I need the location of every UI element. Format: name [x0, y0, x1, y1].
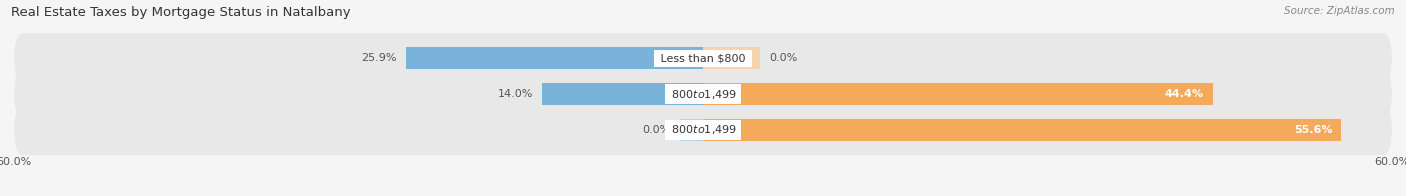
Text: 55.6%: 55.6%	[1294, 125, 1333, 135]
Text: 0.0%: 0.0%	[769, 54, 797, 64]
Text: $800 to $1,499: $800 to $1,499	[668, 88, 738, 101]
Bar	[405, 47, 703, 70]
FancyBboxPatch shape	[14, 33, 1392, 84]
Bar	[703, 119, 1341, 141]
Bar	[681, 119, 703, 141]
Text: Source: ZipAtlas.com: Source: ZipAtlas.com	[1284, 6, 1395, 16]
Text: $800 to $1,499: $800 to $1,499	[668, 123, 738, 136]
Text: 44.4%: 44.4%	[1164, 89, 1204, 99]
Bar	[543, 83, 703, 105]
Text: Less than $800: Less than $800	[657, 54, 749, 64]
Text: Real Estate Taxes by Mortgage Status in Natalbany: Real Estate Taxes by Mortgage Status in …	[11, 6, 352, 19]
Text: 0.0%: 0.0%	[643, 125, 671, 135]
Text: 14.0%: 14.0%	[498, 89, 533, 99]
FancyBboxPatch shape	[14, 69, 1392, 120]
Text: 25.9%: 25.9%	[361, 54, 396, 64]
FancyBboxPatch shape	[14, 104, 1392, 155]
Bar	[703, 47, 761, 70]
Bar	[703, 83, 1213, 105]
